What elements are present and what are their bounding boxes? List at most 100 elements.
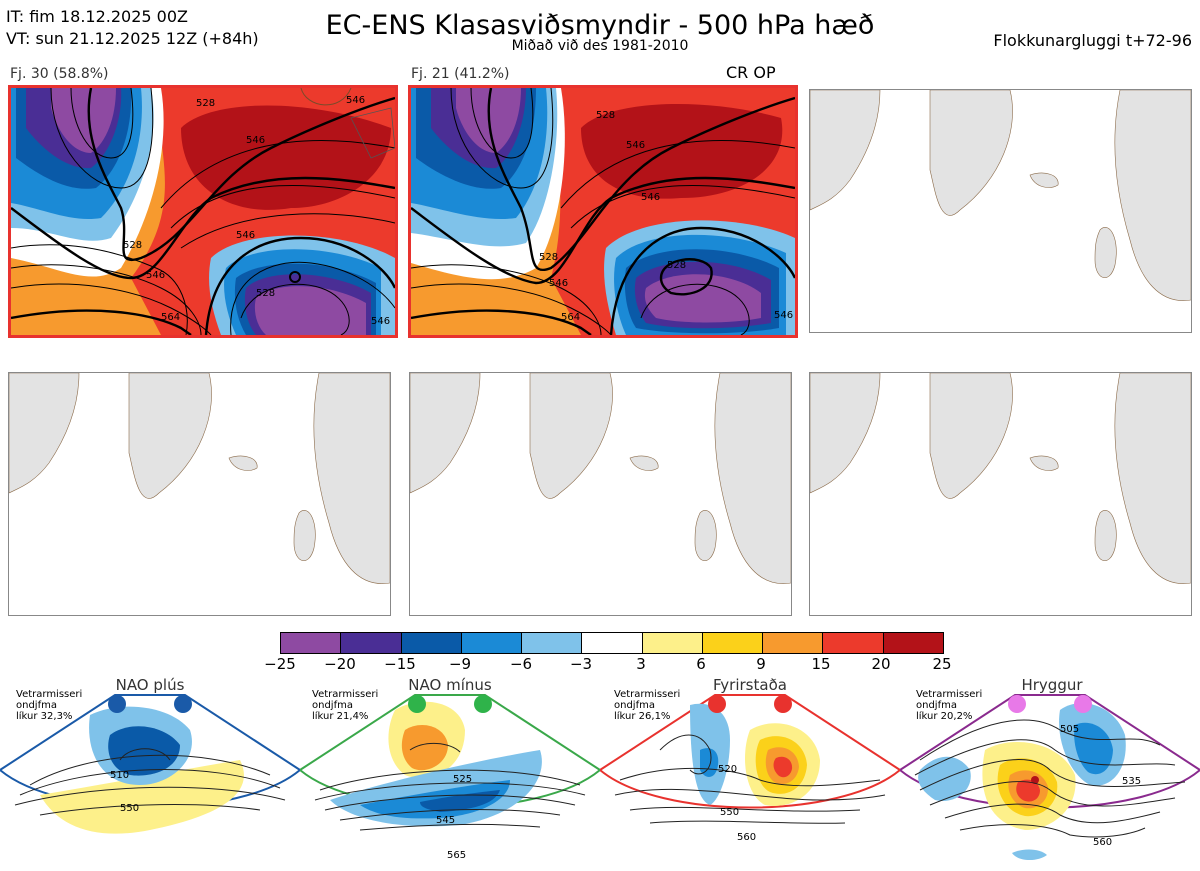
- regime-contour-label: 560: [1093, 837, 1112, 848]
- contour-label-6: 564: [161, 312, 180, 323]
- anomaly-dark-red-ridge: [181, 105, 391, 210]
- regime-contours: [614, 734, 886, 824]
- empty-map-4[interactable]: [8, 372, 391, 616]
- regime-dot: [1008, 695, 1026, 713]
- land-outline: [9, 373, 390, 584]
- panel-2-tag: CR OP: [726, 63, 776, 82]
- contour-label-3: 546: [236, 230, 255, 241]
- colorbar-tick: 3: [636, 655, 646, 673]
- regime-contour-label: 550: [720, 807, 739, 818]
- anomaly-negative-south: [1012, 849, 1047, 861]
- empty-map-5[interactable]: [409, 372, 792, 616]
- empty-map-6[interactable]: [809, 372, 1192, 616]
- anomaly-positive: [40, 760, 244, 834]
- contour-label-3: 546: [641, 192, 660, 203]
- colorbar-segment: [582, 633, 643, 653]
- contour-label-4: 528: [539, 252, 558, 263]
- regime-contour-label: 550: [120, 803, 139, 814]
- header-times: IT: fim 18.12.2025 00Z VT: sun 21.12.202…: [6, 6, 259, 50]
- land-outline: [810, 373, 1191, 584]
- regime-contour-label: 520: [718, 764, 737, 775]
- regime-4-map[interactable]: 505 535 560: [900, 690, 1200, 871]
- height-contours-bold: [11, 88, 395, 335]
- valid-time: VT: sun 21.12.2025 12Z (+84h): [6, 29, 259, 48]
- contour-label-1: 528: [196, 98, 215, 109]
- classification-window: Flokkunargluggi t+72-96: [993, 31, 1192, 50]
- colorbar-segment: [341, 633, 402, 653]
- regime-contour-label: 525: [453, 774, 472, 785]
- regime-3-title: Fyrirstaða: [713, 676, 787, 694]
- page-title: EC-ENS Klasasviðsmyndir - 500 hPa hæð: [325, 10, 875, 41]
- contour-label-6: 564: [561, 312, 580, 323]
- cluster-map-1[interactable]: 528 546 546 528 546 564 528 546 546: [8, 85, 398, 338]
- regime-prob: líkur 21,4%: [312, 711, 369, 722]
- coastline-iceland: [300, 88, 352, 106]
- anomaly-purple-core: [51, 88, 116, 153]
- contour-label-1: 528: [596, 110, 615, 121]
- height-contours: [11, 88, 395, 335]
- page-subtitle: Miðað við des 1981-2010: [511, 38, 689, 54]
- colorbar-segment: [642, 633, 703, 653]
- init-time: IT: fim 18.12.2025 00Z: [6, 7, 188, 26]
- colorbar-tick: 6: [696, 655, 706, 673]
- regime-season: Vetrarmisseri: [916, 689, 983, 700]
- regime-contour-label: 510: [110, 770, 129, 781]
- regime-contour-label: 545: [436, 815, 455, 826]
- regime-4-info: Vetrarmisseri ondjfma líkur 20,2%: [916, 689, 982, 722]
- regime-contour-label: 505: [1060, 724, 1079, 735]
- anomaly-positive-core: [1016, 779, 1040, 802]
- colorbar-segment: [883, 633, 943, 653]
- empty-map-3[interactable]: [809, 89, 1192, 333]
- regime-3-map[interactable]: 520 550 560: [600, 690, 900, 871]
- anomaly-positive-core: [401, 725, 448, 771]
- colorbar-tick: −25: [264, 655, 296, 673]
- colorbar-tick: −9: [448, 655, 472, 673]
- colorbar-segment: [522, 633, 583, 653]
- panel-1-label: Fj. 30 (58.8%): [10, 66, 109, 82]
- regime-2-map[interactable]: 525 545 565: [300, 690, 600, 871]
- regime-prob: líkur 20,2%: [916, 711, 973, 722]
- colorbar: [280, 632, 944, 654]
- anomaly-negative-east-core: [1074, 722, 1113, 775]
- regime-1-map[interactable]: 510 550: [0, 690, 300, 871]
- contour-label-5: 546: [549, 278, 568, 289]
- regime-dot: [708, 695, 726, 713]
- regime-1-info: Vetrarmisseri ondjfma líkur 32,3%: [16, 689, 82, 722]
- colorbar-tick: −15: [384, 655, 416, 673]
- contour-label-7: 528: [667, 260, 686, 271]
- panel-2-label: Fj. 21 (41.2%): [411, 66, 510, 82]
- colorbar-tick: −20: [324, 655, 356, 673]
- regime-contours: [14, 748, 286, 816]
- colorbar-tick: 20: [871, 655, 891, 673]
- colorbar-segment: [281, 633, 342, 653]
- regime-prob: líkur 26,1%: [614, 711, 671, 722]
- regime-season: Vetrarmisseri: [312, 689, 379, 700]
- cluster-map-2[interactable]: 528 546 546 528 546 564 528 546: [408, 85, 798, 338]
- contour-label-2: 546: [246, 135, 265, 146]
- colorbar-tick: 9: [756, 655, 766, 673]
- coastline-norway: [350, 107, 395, 159]
- low-center: [289, 271, 301, 283]
- contour-label-7: 528: [256, 288, 275, 299]
- colorbar-segment: [401, 633, 462, 653]
- regime-2-title: NAO mínus: [408, 676, 492, 694]
- regime-4-title: Hryggur: [1021, 676, 1083, 694]
- regime-contour-label: 560: [737, 832, 756, 843]
- regime-dot: [1074, 695, 1092, 713]
- regime-prob: líkur 32,3%: [16, 711, 73, 722]
- colorbar-segment: [823, 633, 884, 653]
- contour-label-8: 546: [774, 310, 793, 321]
- colorbar-segment: [461, 633, 523, 653]
- contour-label-4: 528: [123, 240, 142, 251]
- regime-contours: [914, 719, 1186, 838]
- regime-dot: [108, 695, 126, 713]
- regime-contour-label: 535: [1122, 776, 1141, 787]
- height-contours: [411, 88, 795, 335]
- contour-label-8: 546: [346, 95, 365, 106]
- contour-label-5: 546: [146, 270, 165, 281]
- land-outline: [410, 373, 791, 584]
- height-contours-bold: [411, 88, 795, 335]
- regime-contours: [314, 743, 586, 831]
- cluster-map-1-svg: 528 546 546 528 546 564 528 546 546: [11, 88, 395, 335]
- regime-3-info: Vetrarmisseri ondjfma líkur 26,1%: [614, 689, 680, 722]
